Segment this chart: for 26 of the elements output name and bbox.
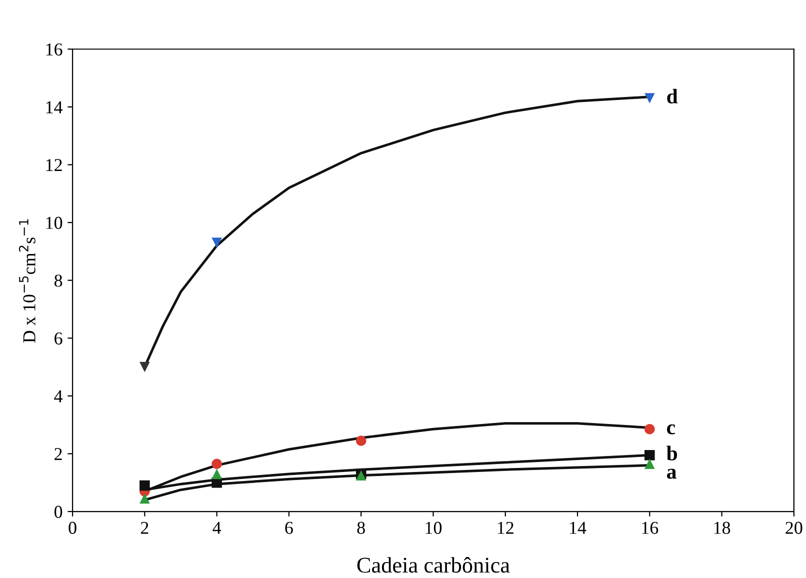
- series-label: a: [666, 468, 676, 479]
- x-tick-label: 10: [426, 522, 442, 534]
- y-tick-label: 16: [46, 43, 62, 56]
- series-label: d: [667, 88, 678, 104]
- y-tick-label: 12: [46, 159, 62, 171]
- y-tick-label: 6: [54, 332, 62, 345]
- x-tick-label: 16: [642, 522, 658, 534]
- x-axis-title: Cadeia carbônica: [357, 557, 510, 573]
- x-tick-label: 12: [498, 522, 514, 534]
- y-tick-label: 14: [46, 101, 63, 114]
- x-tick-label: 0: [68, 522, 76, 534]
- x-tick-label: 14: [570, 522, 586, 534]
- y-axis-title: D x 10$^{−5}$cm$^{2}$s$^{−1}$: [18, 219, 36, 343]
- x-tick-label: 6: [285, 522, 293, 534]
- series-label: c: [667, 424, 676, 434]
- y-tick-label: 10: [46, 216, 62, 229]
- y-tick-label: 0: [54, 506, 62, 518]
- x-tick-label: 18: [714, 522, 730, 534]
- x-tick-label: 8: [357, 522, 365, 534]
- y-tick-label: 8: [54, 274, 62, 287]
- series-label: b: [666, 446, 678, 460]
- x-tick-label: 2: [140, 522, 148, 534]
- x-tick-label: 4: [212, 522, 222, 534]
- y-tick-label: 2: [54, 448, 62, 460]
- x-tick-label: 20: [786, 522, 802, 534]
- y-tick-label: 4: [54, 390, 63, 402]
